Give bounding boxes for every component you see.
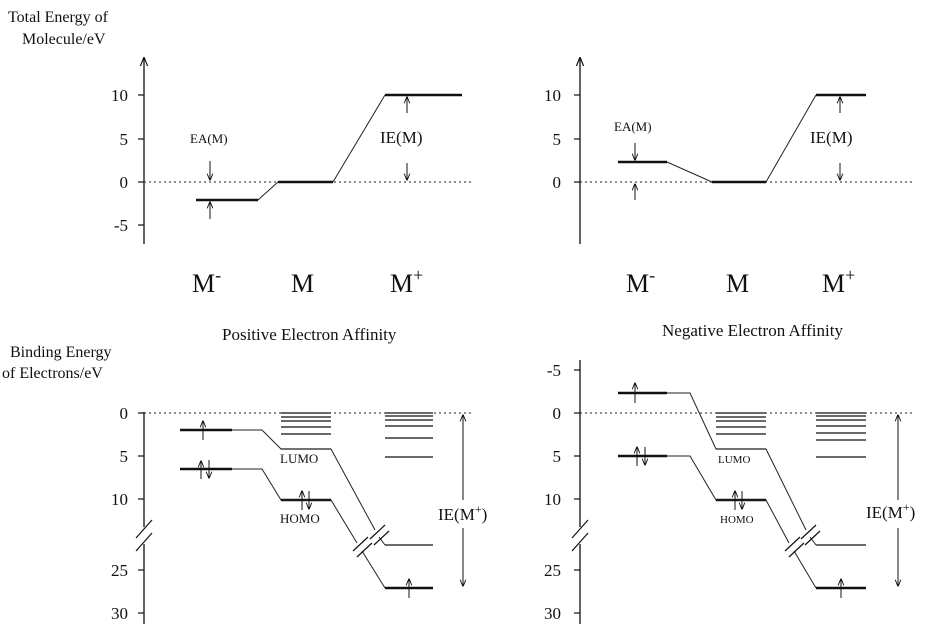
break-mark [369, 524, 386, 540]
tick-label: 0 [120, 404, 129, 423]
axis-break-mark [135, 532, 153, 552]
connector-line [765, 94, 817, 183]
tick-label: 25 [111, 561, 128, 580]
ie-label: IE(M) [380, 128, 422, 147]
caption-positive-ea: Positive Electron Affinity [222, 325, 397, 344]
species-label-m-plus: M+ [390, 265, 423, 298]
tick-label: 25 [544, 561, 561, 580]
break-mark [356, 542, 373, 558]
upper-connector [378, 536, 386, 546]
species-label-m-minus: M- [192, 265, 221, 298]
homo-label: HOMO [720, 514, 754, 526]
tick-label: 0 [553, 173, 562, 192]
lower-connector [793, 550, 817, 589]
top-ylabel-line1: Total Energy of [8, 9, 109, 26]
break-mark [804, 530, 821, 546]
axis-break-mark [571, 519, 589, 539]
tick-label: -5 [547, 361, 561, 380]
tick-label: -5 [114, 216, 128, 235]
bottom-right-panel: -5 0 5 10 25 30 [544, 360, 915, 624]
connector-line [666, 161, 713, 183]
species-label-m-minus: M- [626, 265, 655, 298]
caption-negative-ea: Negative Electron Affinity [662, 321, 843, 340]
break-mark [788, 542, 805, 558]
tick-label: 0 [120, 173, 129, 192]
bottom-ylabel-line2: of Electrons/eV [2, 365, 103, 382]
lower-connector [361, 550, 386, 589]
axis-break-mark [135, 519, 153, 539]
connector-line [257, 181, 279, 201]
tick-label: 5 [553, 130, 562, 149]
species-label-m: M [291, 269, 314, 298]
break-mark [352, 536, 369, 552]
ie-cation-label: IE(M+) [866, 500, 915, 522]
species-label-m-plus: M+ [822, 265, 855, 298]
tick-label: 5 [553, 447, 562, 466]
axis-break-mark [571, 532, 589, 552]
bottom-left-panel: Binding Energy of Electrons/eV 0 5 10 25… [2, 344, 487, 624]
ea-label: EA(M) [190, 131, 228, 146]
upper-connector [667, 392, 807, 531]
lumo-label: LUMO [718, 454, 750, 466]
species-label-m: M [726, 269, 749, 298]
break-mark [800, 524, 817, 540]
tick-label: 10 [111, 86, 128, 105]
tick-label: 10 [111, 490, 128, 509]
tick-label: 5 [120, 447, 129, 466]
tick-label: 0 [553, 404, 562, 423]
break-mark [373, 530, 390, 546]
bottom-ylabel-line1: Binding Energy [10, 344, 111, 361]
tick-label: 30 [544, 604, 561, 623]
tick-label: 30 [111, 604, 128, 623]
top-left-panel: Total Energy of Molecule/eV 10 5 0 -5 EA… [8, 9, 472, 298]
ie-label: IE(M) [810, 128, 852, 147]
upper-connector [232, 429, 376, 531]
top-right-panel: 10 5 0 EA(M) IE(M) M- M M+ [544, 58, 912, 298]
top-ylabel-line2: Molecule/eV [22, 31, 106, 48]
tick-label: 5 [120, 130, 129, 149]
lower-connector [667, 455, 790, 544]
connector-line [332, 94, 386, 183]
ea-label: EA(M) [614, 119, 652, 134]
ie-cation-label: IE(M+) [438, 502, 487, 524]
homo-label: HOMO [280, 511, 320, 526]
break-mark [784, 536, 801, 552]
upper-connector [809, 536, 817, 546]
lower-connector [232, 468, 358, 544]
tick-label: 10 [544, 86, 561, 105]
tick-label: 10 [544, 490, 561, 509]
lumo-label: LUMO [280, 451, 318, 466]
